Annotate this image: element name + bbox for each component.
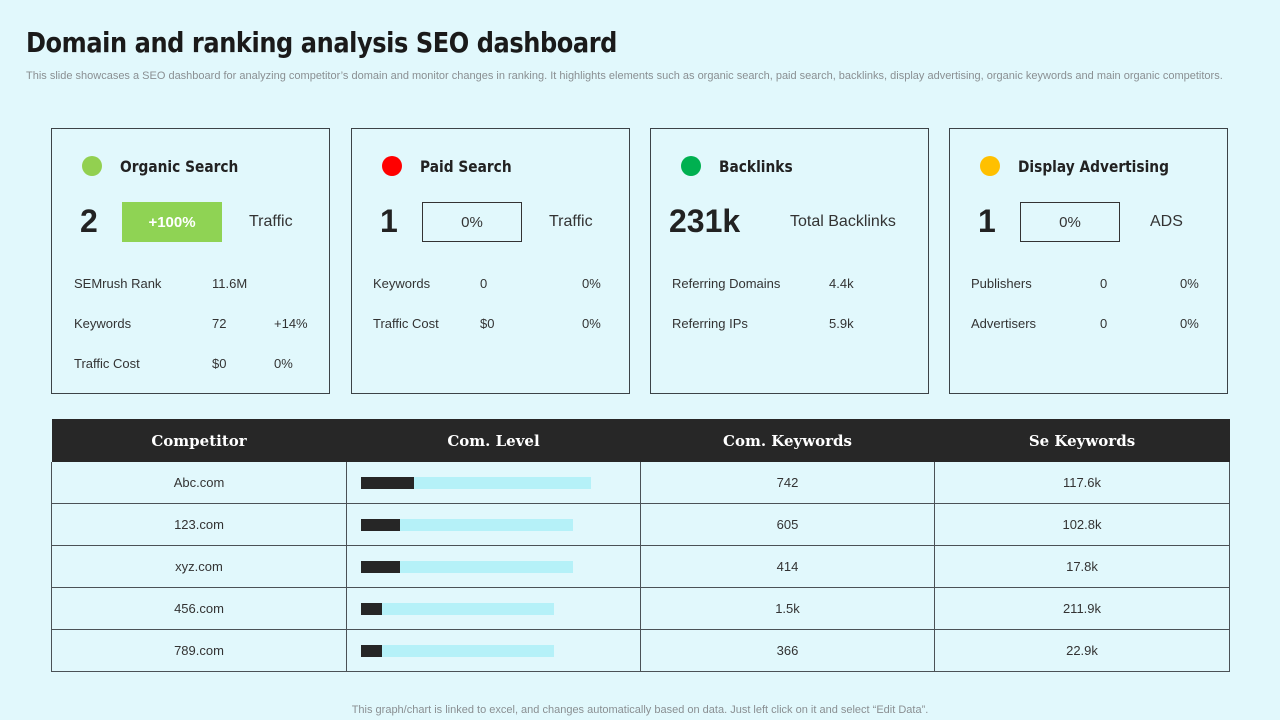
- cell-com-level: [346, 503, 641, 546]
- com-level-bar-track: [361, 645, 554, 657]
- card-organic-search: Organic Search 2 +100% Traffic SEMrush Rank 1…: [51, 128, 330, 394]
- cell-com-keywords: 1.5k: [640, 587, 935, 630]
- stat-value: 4.4k: [829, 276, 854, 291]
- page-title: Domain and ranking analysis SEO dashboar…: [26, 26, 617, 59]
- com-level-bar-track: [361, 519, 573, 531]
- competitor-table: Competitor Com. Level Com. Keywords Se K…: [51, 419, 1230, 672]
- com-level-bar-fill: [361, 519, 400, 531]
- stat-value: 5.9k: [829, 316, 854, 331]
- footer-note: This graph/chart is linked to excel, and…: [351, 704, 929, 716]
- stat-value: 0: [480, 276, 488, 291]
- stat-value: +14%: [274, 316, 308, 331]
- card-display-advertising: Display Advertising 1 0% ADS Publishers 0 0% Ad…: [949, 128, 1228, 394]
- table-row: xyz.com 414 17.8k: [51, 545, 1230, 588]
- stat-value: 11.6M: [212, 276, 248, 291]
- card-backlinks: Backlinks 231k Total Backlinks Referring Do…: [650, 128, 929, 394]
- page-subtitle: This slide showcases a SEO dashboard for…: [26, 70, 1223, 82]
- cell-com-keywords: 366: [640, 629, 935, 672]
- stat-label: Traffic Cost: [373, 316, 439, 331]
- cell-com-level: [346, 545, 641, 588]
- card-big-value: 2: [80, 203, 98, 239]
- com-level-bar-track: [361, 477, 591, 489]
- card-paid-search: Paid Search 1 0% Traffic Keywords 0 0% Traffic …: [351, 128, 630, 394]
- com-level-bar-fill: [361, 561, 400, 573]
- stat-value: 0%: [1180, 276, 1199, 291]
- stat-label: Keywords: [373, 276, 431, 291]
- stat-label: Traffic Cost: [74, 356, 140, 371]
- stat-label: SEMrush Rank: [74, 276, 162, 291]
- card-big-value: 1: [380, 203, 398, 239]
- stat-label: Referring IPs: [672, 316, 748, 331]
- table-row: Abc.com 742 117.6k: [51, 462, 1230, 504]
- metric-label: Traffic: [549, 213, 593, 230]
- stat-label: Publishers: [971, 276, 1032, 291]
- table-row: 123.com 605 102.8k: [51, 503, 1230, 546]
- card-title: Display Advertising: [1018, 156, 1169, 176]
- metric-label: Traffic: [249, 213, 293, 230]
- stat-label: Keywords: [74, 316, 132, 331]
- stat-value: 0%: [582, 276, 601, 291]
- metric-label: Total Backlinks: [790, 213, 896, 230]
- header-com-level: Com. Level: [346, 419, 641, 462]
- metric-label: ADS: [1150, 213, 1183, 230]
- header-se-keywords: Se Keywords: [934, 419, 1230, 462]
- card-header: Organic Search: [82, 155, 258, 177]
- status-dot-icon: [681, 156, 701, 176]
- stat-value: 0%: [274, 356, 293, 371]
- status-dot-icon: [382, 156, 402, 176]
- com-level-bar-fill: [361, 603, 382, 615]
- cell-se-keywords: 211.9k: [934, 587, 1230, 630]
- stat-value: 0: [1100, 276, 1108, 291]
- cell-se-keywords: 22.9k: [934, 629, 1230, 672]
- com-level-bar-track: [361, 603, 554, 615]
- stat-value: 0%: [582, 316, 601, 331]
- card-header: Display Advertising: [980, 155, 1194, 177]
- com-level-bar-fill: [361, 645, 382, 657]
- stat-value: 0: [1100, 316, 1108, 331]
- stat-value: 72: [212, 316, 227, 331]
- cell-se-keywords: 102.8k: [934, 503, 1230, 546]
- cell-competitor: 456.com: [51, 587, 347, 630]
- card-title: Organic Search: [120, 156, 239, 176]
- card-header: Backlinks: [681, 155, 805, 177]
- card-big-value: 1: [978, 203, 996, 239]
- cell-com-level: [346, 587, 641, 630]
- cell-com-keywords: 414: [640, 545, 935, 588]
- competitor-table-wrap: Competitor Com. Level Com. Keywords Se K…: [51, 419, 1230, 672]
- cell-com-keywords: 742: [640, 462, 935, 504]
- stat-label: Advertisers: [971, 316, 1037, 331]
- table-row: 456.com 1.5k 211.9k: [51, 587, 1230, 630]
- cell-com-keywords: 605: [640, 503, 935, 546]
- header-com-keywords: Com. Keywords: [640, 419, 935, 462]
- stat-value: $0: [212, 356, 227, 371]
- status-dot-icon: [980, 156, 1000, 176]
- cell-competitor: xyz.com: [51, 545, 347, 588]
- com-level-bar-fill: [361, 477, 414, 489]
- table-row: 789.com 366 22.9k: [51, 629, 1230, 672]
- cell-competitor: 123.com: [51, 503, 347, 546]
- stat-value: $0: [480, 316, 495, 331]
- card-big-value: 231k: [669, 203, 741, 239]
- status-dot-icon: [82, 156, 102, 176]
- stat-value: 0%: [1180, 316, 1199, 331]
- change-badge: 0%: [422, 202, 522, 242]
- cell-se-keywords: 17.8k: [934, 545, 1230, 588]
- cell-competitor: 789.com: [51, 629, 347, 672]
- card-title: Backlinks: [719, 156, 793, 176]
- card-header: Paid Search: [382, 155, 527, 177]
- cell-com-level: [346, 629, 641, 672]
- card-title: Paid Search: [420, 156, 512, 176]
- change-badge: 0%: [1020, 202, 1120, 242]
- cell-com-level: [346, 462, 641, 504]
- change-badge: +100%: [122, 202, 222, 242]
- cell-competitor: Abc.com: [51, 462, 347, 504]
- cell-se-keywords: 117.6k: [934, 462, 1230, 504]
- header-competitor: Competitor: [51, 419, 347, 462]
- stat-label: Referring Domains: [672, 276, 781, 291]
- table-header-row: Competitor Com. Level Com. Keywords Se K…: [51, 419, 1230, 462]
- com-level-bar-track: [361, 561, 573, 573]
